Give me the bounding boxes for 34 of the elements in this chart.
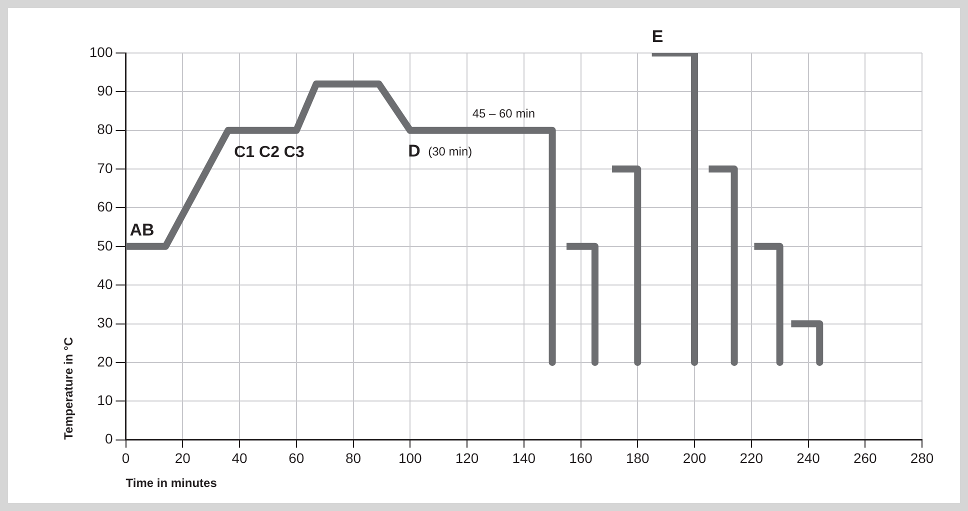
x-tick-label: 260	[853, 450, 878, 466]
y-tick-label: 90	[97, 82, 113, 99]
y-tick-label: 60	[97, 198, 113, 215]
x-axis-title: Time in minutes	[126, 476, 218, 490]
y-tick-label: 40	[97, 276, 113, 292]
x-tick-label: 160	[569, 450, 593, 466]
y-tick-label: 10	[97, 392, 113, 408]
x-tick-label: 20	[174, 450, 191, 466]
x-tick-label: 100	[398, 450, 422, 466]
y-tick-label: 70	[97, 160, 113, 176]
x-tick-label: 220	[740, 450, 764, 466]
y-axis-title: Temperature in °C	[62, 336, 76, 440]
y-tick-label: 30	[97, 314, 113, 331]
x-tick-label: 280	[910, 450, 934, 466]
x-tick-label: 60	[288, 450, 304, 466]
x-tick-label: 40	[232, 450, 248, 466]
y-tick-label: 80	[97, 121, 113, 138]
annotation: (30 min)	[428, 144, 472, 159]
x-tick-label: 140	[512, 450, 536, 466]
y-tick-label: 0	[104, 430, 113, 447]
x-tick-label: 120	[455, 450, 479, 466]
y-tick-label: 50	[97, 237, 113, 254]
annotation: E	[652, 27, 664, 46]
x-tick-label: 240	[796, 450, 820, 466]
y-tick-label: 100	[89, 44, 113, 60]
annotation: C1 C2 C3	[234, 144, 304, 161]
annotation: D	[408, 142, 420, 161]
annotation: AB	[130, 220, 154, 240]
x-tick-label: 80	[345, 450, 362, 466]
annotation: 45 – 60 min	[472, 106, 536, 121]
x-tick-label: 200	[682, 450, 706, 466]
x-tick-label: 0	[122, 450, 130, 466]
x-tick-label: 180	[626, 450, 650, 466]
y-tick-label: 20	[97, 353, 113, 370]
